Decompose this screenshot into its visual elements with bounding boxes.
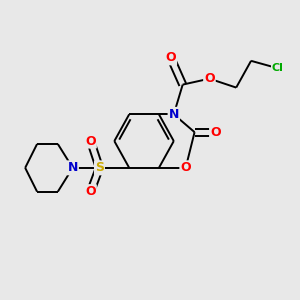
Text: O: O <box>210 126 221 139</box>
Text: N: N <box>68 161 78 174</box>
Text: N: N <box>169 108 179 121</box>
Text: O: O <box>166 51 176 64</box>
Text: O: O <box>85 135 96 148</box>
Text: O: O <box>204 72 215 85</box>
Text: O: O <box>180 161 191 174</box>
Text: S: S <box>95 161 104 174</box>
Text: O: O <box>85 185 96 198</box>
Text: Cl: Cl <box>272 63 284 73</box>
